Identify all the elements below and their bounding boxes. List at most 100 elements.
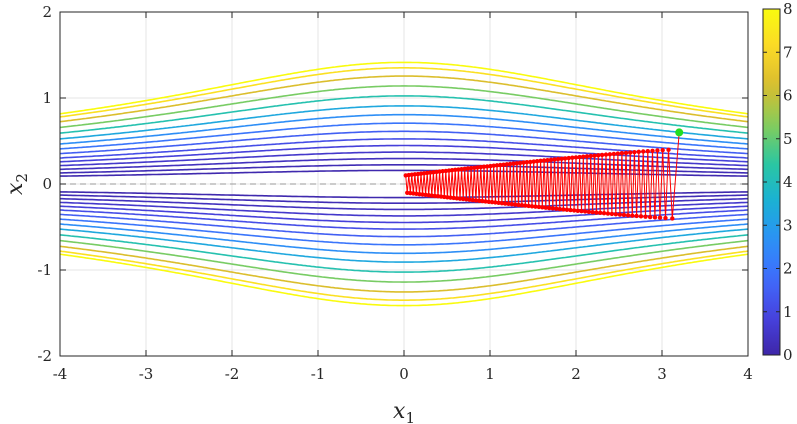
- contour-line: [60, 197, 748, 211]
- contour-line: [60, 250, 748, 301]
- trajectory-point: [529, 204, 535, 209]
- trajectory-point: [573, 155, 579, 160]
- trajectory-point: [507, 161, 513, 167]
- trajectory-point: [666, 147, 671, 152]
- trajectory-point: [501, 162, 506, 167]
- trajectory-point: [575, 208, 580, 213]
- trajectory-point: [615, 151, 621, 156]
- colorbar-tick-label: 5: [783, 130, 793, 148]
- trajectory-point: [607, 152, 613, 157]
- trajectory-point: [538, 158, 543, 164]
- trajectory-point: [592, 153, 597, 158]
- x-tick-label: -1: [311, 365, 326, 383]
- trajectory-point: [552, 157, 557, 162]
- y-tick-labels: -2 -1 0 1 2: [37, 3, 52, 365]
- contour-line: [60, 122, 748, 150]
- x-tick-labels: -4 -3 -2 -1 0 1 2 3 4: [53, 365, 753, 383]
- trajectory-point: [526, 203, 531, 209]
- trajectory-point: [579, 208, 584, 214]
- trajectory-point: [581, 154, 586, 159]
- trajectory-point: [670, 216, 675, 221]
- trajectory-point: [584, 154, 590, 159]
- trajectory-point: [655, 148, 660, 153]
- trajectory-point: [613, 212, 619, 217]
- trajectory-point: [475, 165, 480, 170]
- contour-line: [60, 239, 748, 283]
- contour-line: [60, 234, 748, 273]
- y-tick-label: -2: [37, 347, 52, 365]
- trajectory-point: [531, 159, 536, 164]
- trajectory-point: [570, 155, 575, 160]
- trajectory-point: [598, 210, 603, 216]
- trajectory-point: [605, 211, 611, 216]
- x-tick-label: 1: [485, 365, 495, 383]
- trajectory-point: [498, 162, 503, 168]
- trajectory-point: [464, 197, 469, 202]
- axes: [59, 11, 749, 357]
- colorbar: 0 1 2 3 4 5 6 7 8: [762, 0, 793, 364]
- trajectory-point: [586, 209, 592, 215]
- colorbar-tick-label: 3: [783, 216, 793, 234]
- trajectory-point: [504, 162, 510, 167]
- trajectory-point: [476, 198, 482, 203]
- trajectory-point: [611, 151, 617, 157]
- contour-line: [60, 61, 748, 115]
- trajectory-point: [465, 166, 471, 171]
- trajectory-point: [627, 150, 633, 155]
- trajectory-point: [562, 156, 568, 161]
- contour-line: [60, 85, 748, 129]
- trajectory-point: [478, 164, 483, 170]
- trajectory-point: [564, 207, 570, 212]
- trajectory-point: [485, 164, 490, 169]
- trajectory-point: [643, 214, 648, 219]
- contour-line: [60, 201, 748, 217]
- x-tick-label: -4: [53, 365, 68, 383]
- trajectory-point: [468, 165, 474, 171]
- trajectory-point: [557, 206, 563, 212]
- contour-line: [60, 218, 748, 246]
- contour-line: [60, 213, 748, 238]
- trajectory-point: [403, 173, 408, 178]
- trajectory-point: [582, 209, 588, 214]
- x-tick-label: 0: [399, 365, 409, 383]
- trajectory-point: [623, 150, 629, 156]
- trajectory-point: [657, 215, 663, 220]
- trajectory-point: [590, 209, 595, 215]
- colorbar-tick-label: 4: [783, 173, 793, 191]
- trajectory-point: [555, 156, 561, 162]
- trajectory-point: [534, 159, 540, 164]
- trajectory-point: [617, 212, 623, 217]
- trajectory-point: [652, 215, 658, 220]
- colorbar-tick-label: 1: [783, 303, 793, 321]
- y-axis-label: x2: [3, 173, 31, 195]
- trajectory-point: [541, 158, 547, 163]
- x-tick-label: -3: [139, 365, 154, 383]
- contour-line: [60, 144, 748, 163]
- trajectory-point: [619, 151, 625, 156]
- trajectory-point: [405, 190, 410, 195]
- trajectory-point: [462, 166, 467, 172]
- trajectory-point: [516, 202, 521, 208]
- trajectory-point: [547, 205, 552, 211]
- y-tick-label: 2: [42, 3, 52, 21]
- x-tick-label: 4: [743, 365, 753, 383]
- trajectory-point: [518, 160, 523, 166]
- trajectory-point: [470, 197, 475, 203]
- trajectory-point: [528, 159, 533, 165]
- trajectory-point: [632, 149, 637, 155]
- colorbar-tick-label: 8: [783, 0, 793, 18]
- trajectory-point: [548, 157, 554, 163]
- y-tick-label: 1: [42, 89, 52, 107]
- trajectory-point: [460, 196, 466, 202]
- trajectory-point: [550, 206, 555, 211]
- trajectory-point: [588, 153, 593, 159]
- trajectory-point: [603, 152, 609, 157]
- trajectory-point: [496, 200, 501, 206]
- trajectory-point: [506, 201, 511, 207]
- trajectory-point: [472, 165, 477, 170]
- trajectory-point: [536, 204, 542, 210]
- trajectory-point: [625, 213, 631, 218]
- y-tick-label: 0: [42, 175, 52, 193]
- x-axis-label: x1: [393, 399, 415, 424]
